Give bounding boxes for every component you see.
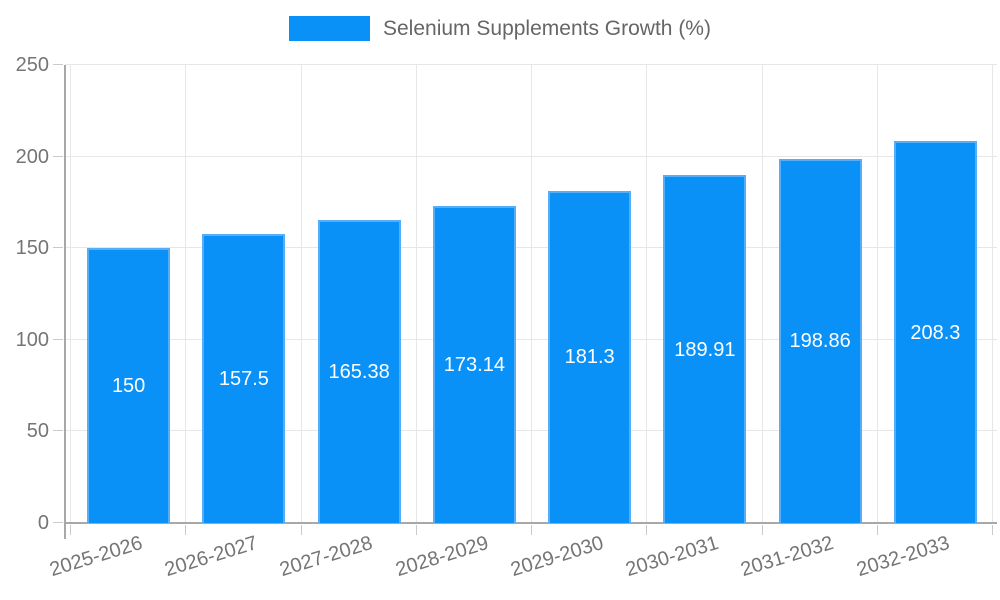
gridline-x [992, 65, 993, 523]
x-tick-label: 2030-2031 [623, 532, 722, 582]
y-axis-line [64, 65, 66, 539]
gridline-x [70, 65, 71, 523]
bar-value-label: 208.3 [910, 321, 961, 344]
bar[interactable]: 189.91 [663, 175, 747, 523]
x-tick-mark [992, 525, 993, 535]
gridline-x [415, 65, 417, 523]
x-tick-label: 2028-2029 [392, 532, 491, 582]
x-tick-label: 2029-2030 [508, 532, 607, 582]
legend[interactable]: Selenium Supplements Growth (%) [0, 16, 1000, 41]
bar[interactable]: 150 [87, 248, 171, 523]
gridline-x [300, 65, 302, 523]
y-tick-label: 150 [15, 237, 49, 260]
x-tick-mark [531, 525, 532, 535]
y-tick-label: 0 [37, 512, 49, 534]
gridline-x [646, 65, 648, 523]
y-tick-mark [53, 430, 63, 432]
y-tick-label: 200 [15, 145, 49, 168]
x-tick-label: 2025-2026 [47, 532, 146, 582]
gridline-x [761, 65, 763, 523]
gridline-x [185, 65, 187, 523]
y-tick-mark [53, 522, 63, 523]
x-tick-mark [415, 525, 417, 535]
bar-value-label: 150 [111, 375, 146, 398]
y-tick-mark [53, 64, 63, 65]
bar[interactable]: 157.5 [202, 234, 286, 523]
x-tick-label: 2031-2032 [738, 532, 837, 582]
bar[interactable]: 173.14 [432, 205, 516, 523]
bar[interactable]: 198.86 [778, 158, 862, 523]
bar-value-label: 173.14 [443, 353, 505, 376]
y-tick-mark [53, 338, 63, 340]
x-tick-label: 2026-2027 [162, 532, 261, 582]
gridline-x [531, 65, 532, 523]
gridline-x [876, 65, 878, 523]
bar-value-label: 157.5 [218, 368, 269, 391]
bar-value-label: 165.38 [328, 361, 390, 383]
x-tick-mark [761, 525, 763, 535]
x-tick-mark [185, 525, 187, 535]
x-tick-label: 2027-2028 [277, 532, 376, 582]
x-tick-mark [646, 525, 648, 535]
x-tick-mark [876, 525, 878, 535]
bar-value-label: 198.86 [789, 330, 851, 353]
y-tick-label: 50 [26, 420, 49, 443]
x-tick-mark [300, 525, 302, 535]
x-axis-line [64, 522, 997, 524]
legend-swatch [289, 16, 370, 41]
bar[interactable]: 181.3 [548, 190, 632, 523]
y-tick-label: 250 [15, 54, 49, 76]
x-tick-mark [70, 525, 71, 535]
gridline-y [65, 64, 997, 65]
y-tick-mark [53, 247, 63, 249]
bar-value-label: 189.91 [674, 338, 736, 361]
legend-label: Selenium Supplements Growth (%) [383, 16, 711, 40]
y-tick-label: 100 [15, 328, 49, 351]
bar-value-label: 181.3 [564, 346, 615, 369]
bar[interactable]: 208.3 [893, 141, 977, 523]
bar[interactable]: 165.38 [317, 220, 401, 523]
y-tick-mark [53, 155, 63, 157]
x-tick-label: 2032-2033 [853, 532, 952, 582]
